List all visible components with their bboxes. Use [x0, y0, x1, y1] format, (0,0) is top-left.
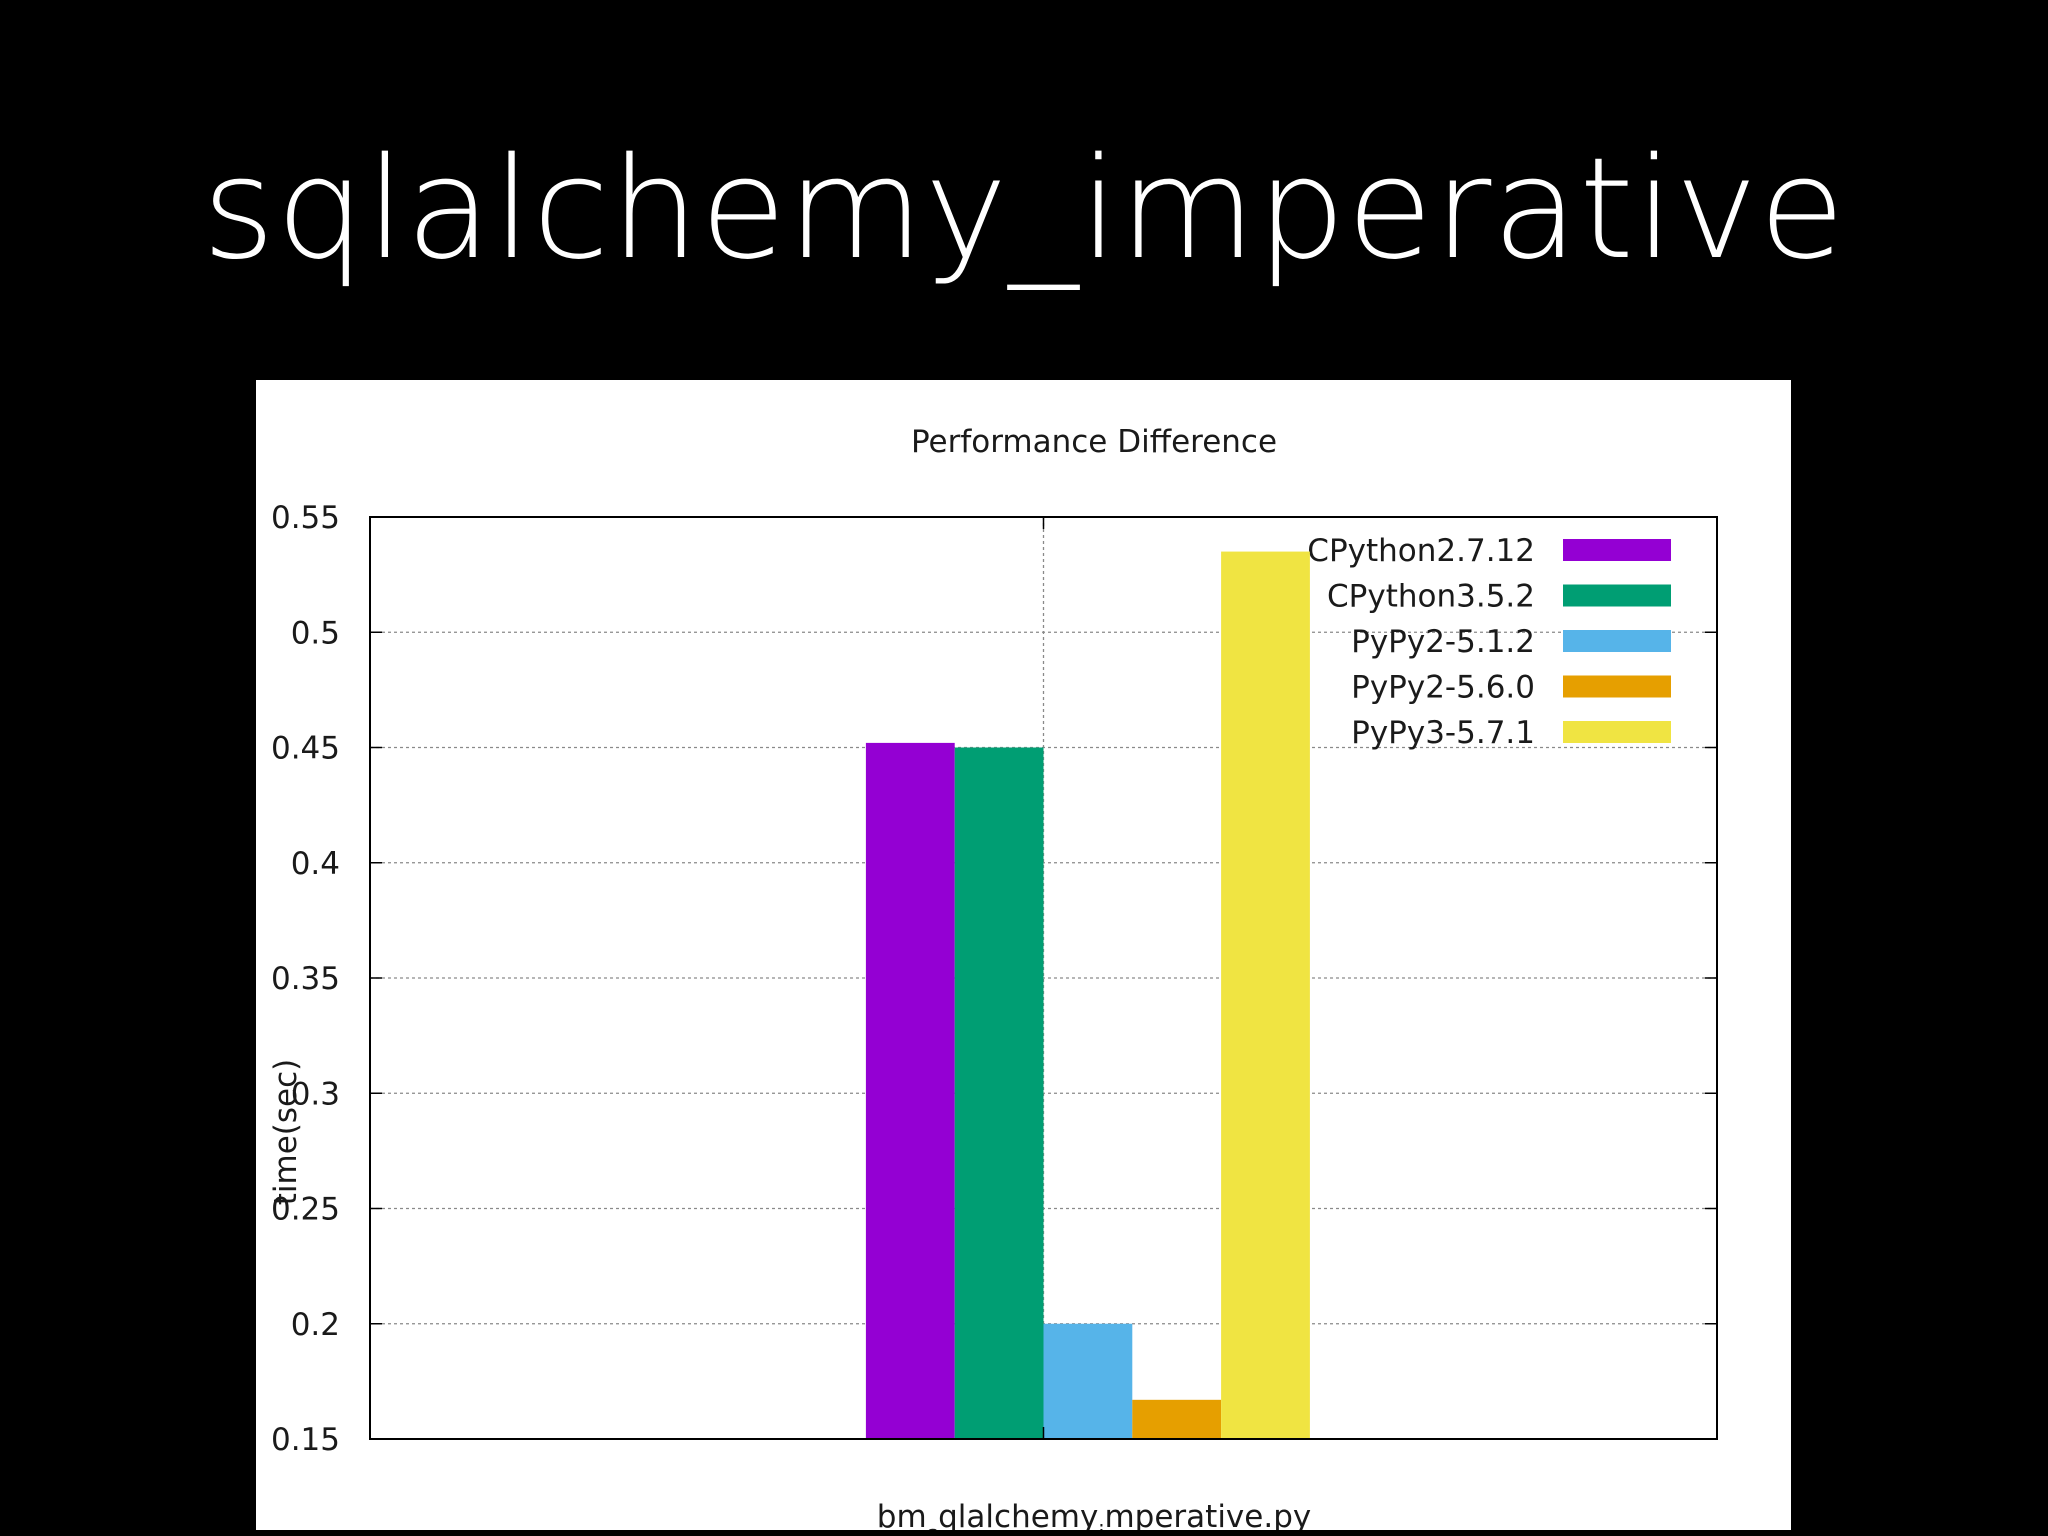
x-axis-label-part: i [1098, 1522, 1104, 1530]
legend-label: PyPy2-5.1.2 [1351, 624, 1535, 660]
bar-pypy2-5-1-2 [1043, 1323, 1133, 1439]
x-axis-label-part: mperative.py [1104, 1499, 1311, 1530]
chart-title: Performance Difference [911, 424, 1277, 460]
legend-swatch [1563, 675, 1671, 698]
bars-layer [865, 551, 1310, 1439]
chart-panel: CPython2.7.12 CPython3.5.2 PyPy2-5.1.2 PyPy… [256, 380, 1791, 1530]
y-tick-label: 0.35 [271, 961, 340, 997]
performance-bar-chart: CPython2.7.12 CPython3.5.2 PyPy2-5.1.2 PyPy… [268, 424, 1718, 1530]
legend-swatch [1563, 630, 1671, 652]
legend-swatch [1563, 584, 1671, 607]
bar-cpython2-7-12 [865, 742, 955, 1439]
legend-swatch [1563, 539, 1671, 561]
y-tick-label: 0.2 [291, 1307, 340, 1343]
x-axis-label-part: bm [877, 1499, 927, 1530]
y-tick-label: 0.5 [291, 615, 340, 651]
x-axis-label-part: qlalchemy [938, 1499, 1098, 1530]
legend: CPython2.7.12 CPython3.5.2 PyPy2-5.1.2 PyPy… [1307, 533, 1671, 751]
x-axis-label-part: s [927, 1522, 938, 1530]
bar-pypy3-5-7-1 [1221, 551, 1310, 1439]
slide-title: sqlalchemy_imperative [202, 128, 1846, 291]
y-tick-label: 0.45 [271, 731, 340, 767]
y-axis-label: time(sec) [268, 1059, 304, 1206]
bar-cpython3-5-2 [954, 747, 1044, 1439]
y-tick-label: 0.4 [291, 846, 340, 882]
legend-label: CPython3.5.2 [1327, 579, 1535, 615]
legend-swatch [1563, 721, 1671, 743]
plot-frame [369, 516, 1718, 1440]
y-tick-label: 0.25 [271, 1192, 340, 1228]
legend-label: PyPy3-5.7.1 [1351, 715, 1535, 751]
axis-layer: 0.15 0.2 0.25 0.3 0.35 0.4 0.45 0.5 0.55 [271, 500, 1718, 1458]
x-axis-label: bmsqlalchemyimperative.py [877, 1499, 1311, 1530]
bar-pypy2-5-6-0 [1132, 1399, 1222, 1439]
legend-label: PyPy2-5.6.0 [1351, 670, 1535, 706]
y-tick-label: 0.15 [271, 1422, 340, 1458]
y-tick-label: 0.3 [291, 1076, 340, 1112]
legend-label: CPython2.7.12 [1307, 533, 1535, 569]
y-tick-label: 0.55 [271, 500, 340, 536]
